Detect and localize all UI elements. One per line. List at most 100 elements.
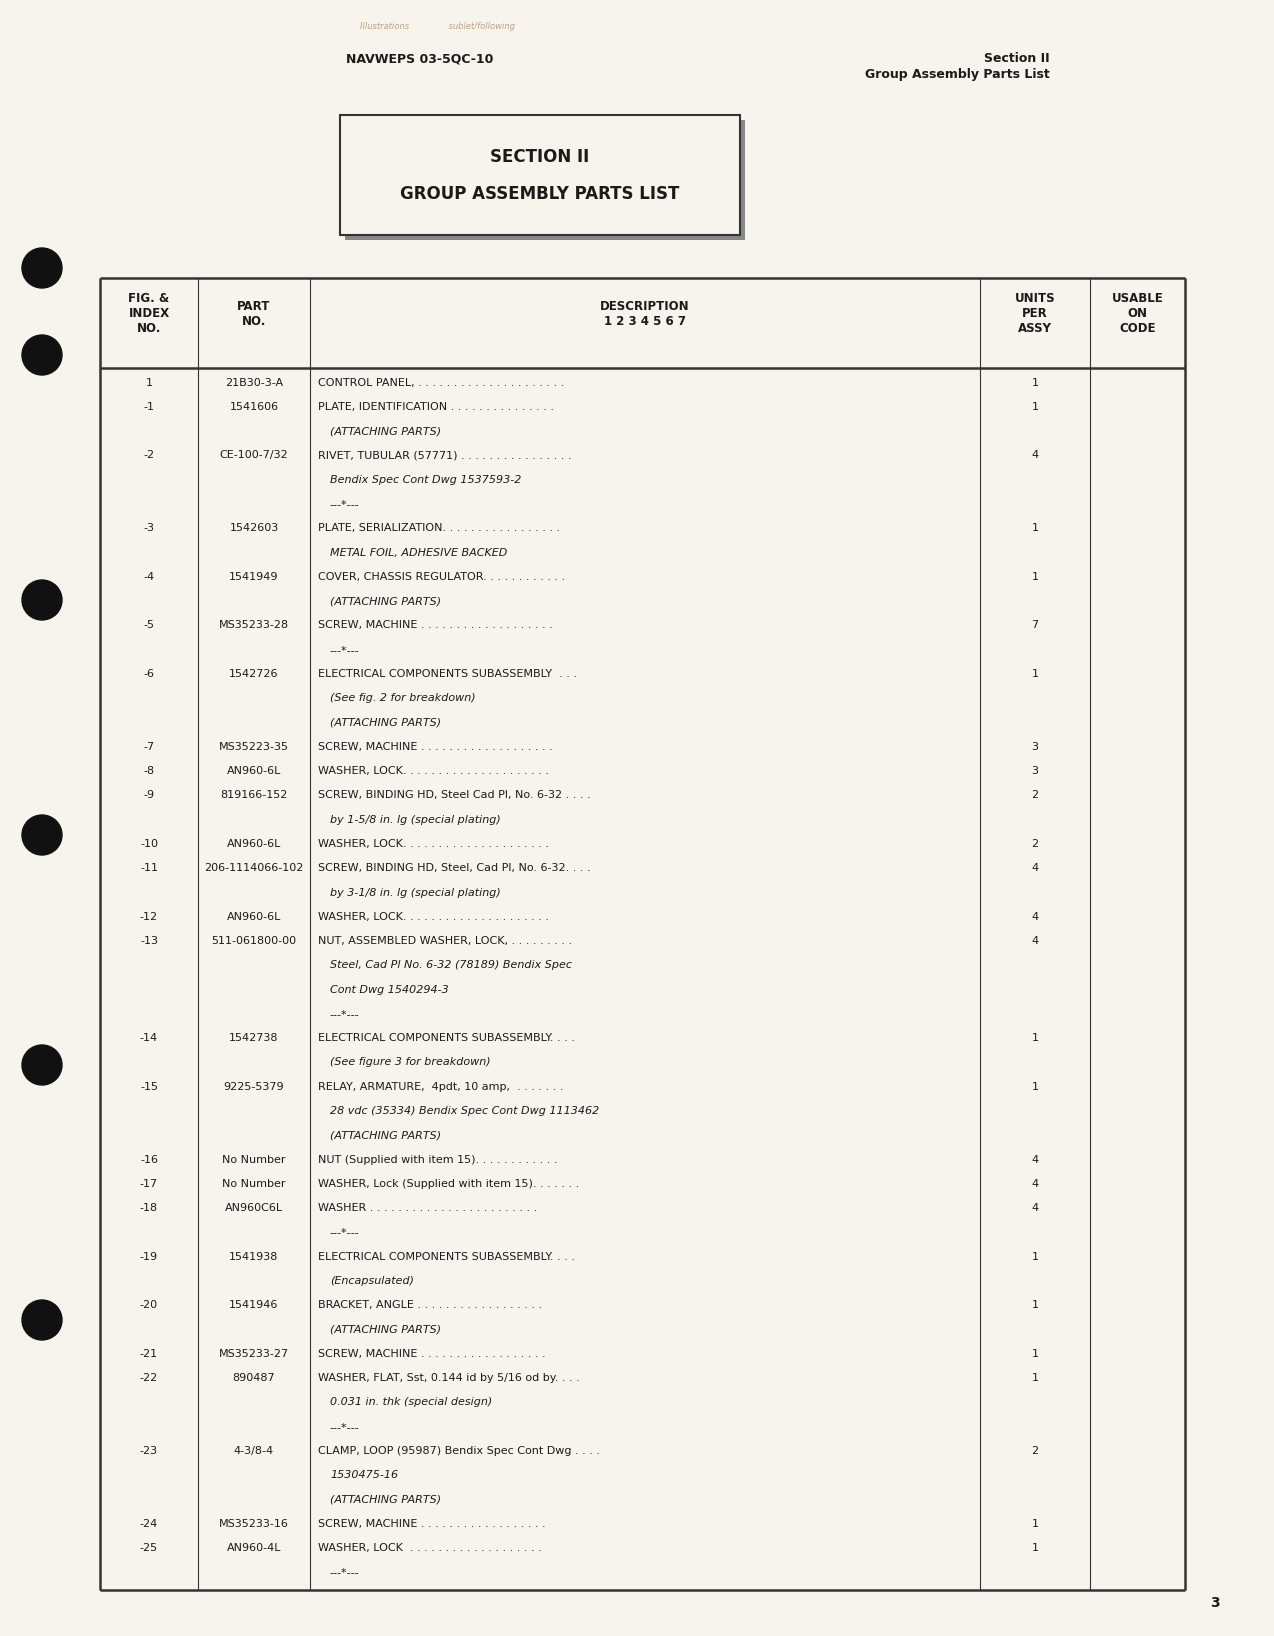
- Text: by 3-1/8 in. lg (special plating): by 3-1/8 in. lg (special plating): [330, 887, 501, 898]
- Text: ON: ON: [1127, 308, 1148, 321]
- Text: -16: -16: [140, 1155, 158, 1165]
- Text: (See figure 3 for breakdown): (See figure 3 for breakdown): [330, 1057, 490, 1067]
- Text: 1541606: 1541606: [229, 402, 279, 412]
- Text: 3: 3: [1032, 766, 1038, 775]
- Text: (ATTACHING PARTS): (ATTACHING PARTS): [330, 718, 441, 728]
- Text: -23: -23: [140, 1446, 158, 1456]
- Text: 4: 4: [1032, 936, 1038, 946]
- Text: DESCRIPTION: DESCRIPTION: [600, 299, 689, 312]
- Bar: [340, 115, 740, 236]
- Text: 1: 1: [1032, 1348, 1038, 1360]
- Text: GROUP ASSEMBLY PARTS LIST: GROUP ASSEMBLY PARTS LIST: [400, 185, 680, 203]
- Text: 1530475-16: 1530475-16: [330, 1471, 397, 1481]
- Text: PART: PART: [237, 299, 270, 312]
- Text: 4: 4: [1032, 1202, 1038, 1214]
- Text: -6: -6: [144, 669, 154, 679]
- Text: No Number: No Number: [222, 1180, 285, 1189]
- Text: 1: 1: [1032, 1034, 1038, 1044]
- Text: (Encapsulated): (Encapsulated): [330, 1276, 414, 1286]
- Text: -5: -5: [144, 620, 154, 630]
- Text: 1: 1: [1032, 1543, 1038, 1553]
- Text: 890487: 890487: [233, 1373, 275, 1382]
- Text: NO.: NO.: [136, 322, 162, 335]
- Text: MS35223-35: MS35223-35: [219, 741, 289, 753]
- Text: PLATE, SERIALIZATION. . . . . . . . . . . . . . . . .: PLATE, SERIALIZATION. . . . . . . . . . …: [318, 524, 561, 533]
- Text: Group Assembly Parts List: Group Assembly Parts List: [865, 69, 1050, 82]
- Text: -3: -3: [144, 524, 154, 533]
- Text: 819166-152: 819166-152: [220, 790, 288, 800]
- Bar: [345, 119, 745, 240]
- Text: -22: -22: [140, 1373, 158, 1382]
- Text: NO.: NO.: [242, 316, 266, 327]
- Text: (ATTACHING PARTS): (ATTACHING PARTS): [330, 596, 441, 607]
- Text: 1: 1: [1032, 669, 1038, 679]
- Text: AN960-4L: AN960-4L: [227, 1543, 282, 1553]
- Text: 4-3/8-4: 4-3/8-4: [234, 1446, 274, 1456]
- Text: WASHER, LOCK. . . . . . . . . . . . . . . . . . . . .: WASHER, LOCK. . . . . . . . . . . . . . …: [318, 766, 549, 775]
- Text: -18: -18: [140, 1202, 158, 1214]
- Text: -7: -7: [144, 741, 154, 753]
- Text: WASHER, Lock (Supplied with item 15). . . . . . .: WASHER, Lock (Supplied with item 15). . …: [318, 1180, 580, 1189]
- Text: -1: -1: [144, 402, 154, 412]
- Text: ---*---: ---*---: [330, 1567, 359, 1577]
- Text: 3: 3: [1210, 1597, 1220, 1610]
- Text: CE-100-7/32: CE-100-7/32: [219, 450, 288, 460]
- Text: -9: -9: [144, 790, 154, 800]
- Text: (ATTACHING PARTS): (ATTACHING PARTS): [330, 1325, 441, 1335]
- Text: WASHER . . . . . . . . . . . . . . . . . . . . . . . .: WASHER . . . . . . . . . . . . . . . . .…: [318, 1202, 538, 1214]
- Text: COVER, CHASSIS REGULATOR. . . . . . . . . . . .: COVER, CHASSIS REGULATOR. . . . . . . . …: [318, 573, 566, 582]
- Text: -19: -19: [140, 1252, 158, 1261]
- Text: WASHER, LOCK. . . . . . . . . . . . . . . . . . . . .: WASHER, LOCK. . . . . . . . . . . . . . …: [318, 839, 549, 849]
- Text: 4: 4: [1032, 450, 1038, 460]
- Text: ---*---: ---*---: [330, 1009, 359, 1019]
- Text: MS35233-28: MS35233-28: [219, 620, 289, 630]
- Text: 2: 2: [1032, 790, 1038, 800]
- Text: SCREW, MACHINE . . . . . . . . . . . . . . . . . . .: SCREW, MACHINE . . . . . . . . . . . . .…: [318, 741, 553, 753]
- Text: Steel, Cad Pl No. 6-32 (78189) Bendix Spec: Steel, Cad Pl No. 6-32 (78189) Bendix Sp…: [330, 960, 572, 970]
- Text: by 1-5/8 in. lg (special plating): by 1-5/8 in. lg (special plating): [330, 815, 501, 825]
- Text: 4: 4: [1032, 911, 1038, 921]
- Text: AN960-6L: AN960-6L: [227, 911, 282, 921]
- Text: 1541938: 1541938: [229, 1252, 279, 1261]
- Text: BRACKET, ANGLE . . . . . . . . . . . . . . . . . .: BRACKET, ANGLE . . . . . . . . . . . . .…: [318, 1301, 543, 1310]
- Text: MS35233-16: MS35233-16: [219, 1518, 289, 1528]
- Text: -17: -17: [140, 1180, 158, 1189]
- Text: (ATTACHING PARTS): (ATTACHING PARTS): [330, 1130, 441, 1140]
- Text: ---*---: ---*---: [330, 1422, 359, 1432]
- Text: SCREW, MACHINE . . . . . . . . . . . . . . . . . . .: SCREW, MACHINE . . . . . . . . . . . . .…: [318, 620, 553, 630]
- Text: METAL FOIL, ADHESIVE BACKED: METAL FOIL, ADHESIVE BACKED: [330, 548, 507, 558]
- Text: 21B30-3-A: 21B30-3-A: [225, 378, 283, 388]
- Text: AN960-6L: AN960-6L: [227, 766, 282, 775]
- Text: Section II: Section II: [985, 52, 1050, 65]
- Text: 9225-5379: 9225-5379: [224, 1081, 284, 1091]
- Text: 1: 1: [1032, 524, 1038, 533]
- Text: ---*---: ---*---: [330, 499, 359, 509]
- Text: FIG. &: FIG. &: [129, 291, 169, 304]
- Text: 3: 3: [1032, 741, 1038, 753]
- Text: SCREW, MACHINE . . . . . . . . . . . . . . . . . .: SCREW, MACHINE . . . . . . . . . . . . .…: [318, 1348, 545, 1360]
- Text: 1: 1: [1032, 1518, 1038, 1528]
- Text: RIVET, TUBULAR (57771) . . . . . . . . . . . . . . . .: RIVET, TUBULAR (57771) . . . . . . . . .…: [318, 450, 572, 460]
- Text: -25: -25: [140, 1543, 158, 1553]
- Text: SCREW, MACHINE . . . . . . . . . . . . . . . . . .: SCREW, MACHINE . . . . . . . . . . . . .…: [318, 1518, 545, 1528]
- Text: PER: PER: [1022, 308, 1049, 321]
- Text: Illustrations               sublet/following: Illustrations sublet/following: [361, 21, 515, 31]
- Text: SCREW, BINDING HD, Steel Cad Pl, No. 6-32 . . . .: SCREW, BINDING HD, Steel Cad Pl, No. 6-3…: [318, 790, 591, 800]
- Text: 1: 1: [1032, 573, 1038, 582]
- Text: ---*---: ---*---: [330, 645, 359, 654]
- Text: 1542726: 1542726: [229, 669, 279, 679]
- Text: 1: 1: [145, 378, 153, 388]
- Text: WASHER, LOCK. . . . . . . . . . . . . . . . . . . . .: WASHER, LOCK. . . . . . . . . . . . . . …: [318, 911, 549, 921]
- Text: 0.031 in. thk (special design): 0.031 in. thk (special design): [330, 1397, 492, 1407]
- Text: 1541946: 1541946: [229, 1301, 279, 1310]
- Text: 1: 1: [1032, 378, 1038, 388]
- Text: (ATTACHING PARTS): (ATTACHING PARTS): [330, 427, 441, 437]
- Text: NUT (Supplied with item 15). . . . . . . . . . . .: NUT (Supplied with item 15). . . . . . .…: [318, 1155, 558, 1165]
- Text: 1 2 3 4 5 6 7: 1 2 3 4 5 6 7: [604, 316, 685, 327]
- Text: NAVWEPS 03-5QC-10: NAVWEPS 03-5QC-10: [347, 52, 494, 65]
- Text: INDEX: INDEX: [129, 308, 169, 321]
- Text: WASHER, FLAT, Sst, 0.144 id by 5/16 od by. . . .: WASHER, FLAT, Sst, 0.144 id by 5/16 od b…: [318, 1373, 580, 1382]
- Text: NUT, ASSEMBLED WASHER, LOCK, . . . . . . . . .: NUT, ASSEMBLED WASHER, LOCK, . . . . . .…: [318, 936, 572, 946]
- Text: CLAMP, LOOP (95987) Bendix Spec Cont Dwg . . . .: CLAMP, LOOP (95987) Bendix Spec Cont Dwg…: [318, 1446, 600, 1456]
- Text: 1542603: 1542603: [229, 524, 279, 533]
